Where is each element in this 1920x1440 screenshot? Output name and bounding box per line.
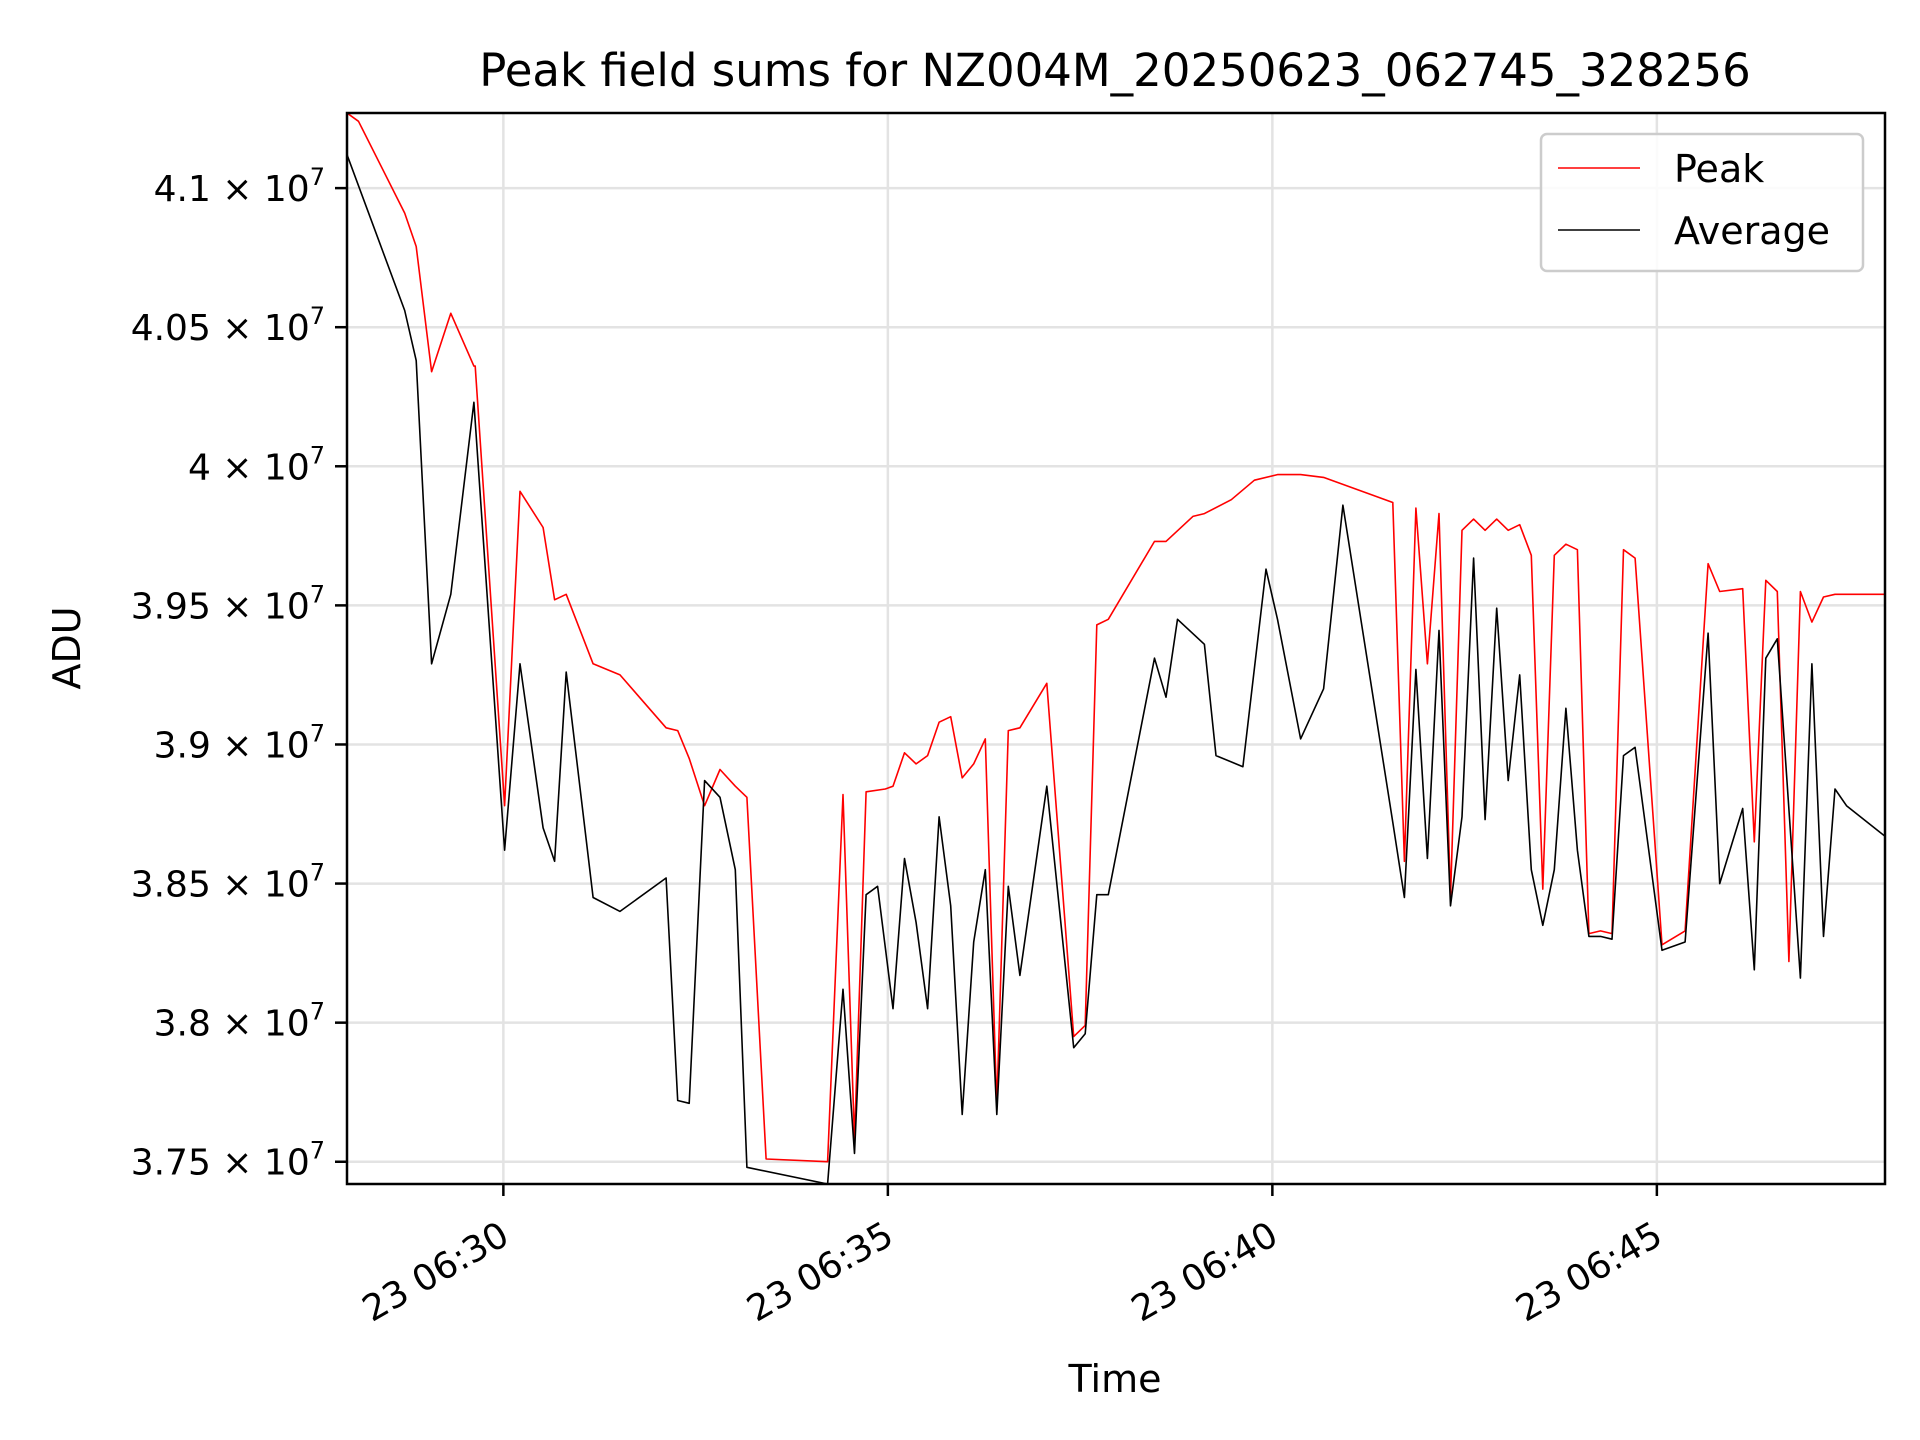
x-axis-label: Time: [1068, 1357, 1162, 1401]
y-tick-label: 3.8 × 107: [154, 998, 325, 1045]
y-tick-label: 4.05 × 107: [131, 302, 325, 349]
series-layer: [347, 113, 1885, 1184]
y-tick-label: 3.85 × 107: [131, 859, 325, 906]
legend-label-peak: Peak: [1674, 147, 1764, 191]
series-line-average: [347, 154, 1885, 1184]
plot-area-frame: [345, 111, 1887, 1186]
legend: Peak Average: [1539, 132, 1865, 273]
y-tick-label: 3.9 × 107: [154, 719, 325, 766]
y-tick-label: 4.1 × 107: [154, 163, 325, 210]
y-tick-label: 3.75 × 107: [131, 1137, 325, 1184]
legend-label-average: Average: [1674, 209, 1830, 253]
y-tick-label: 4 × 107: [188, 441, 325, 488]
y-axis-label: ADU: [45, 606, 89, 689]
grid: [347, 113, 1885, 1184]
chart-title: Peak field sums for NZ004M_20250623_0627…: [479, 44, 1751, 97]
y-axis: 3.75 × 107 3.8 × 107 3.85 × 107 3.9 × 107 3.…: [131, 163, 347, 1184]
series-line-peak: [347, 113, 1885, 1163]
y-tick-label: 3.95 × 107: [131, 580, 325, 627]
